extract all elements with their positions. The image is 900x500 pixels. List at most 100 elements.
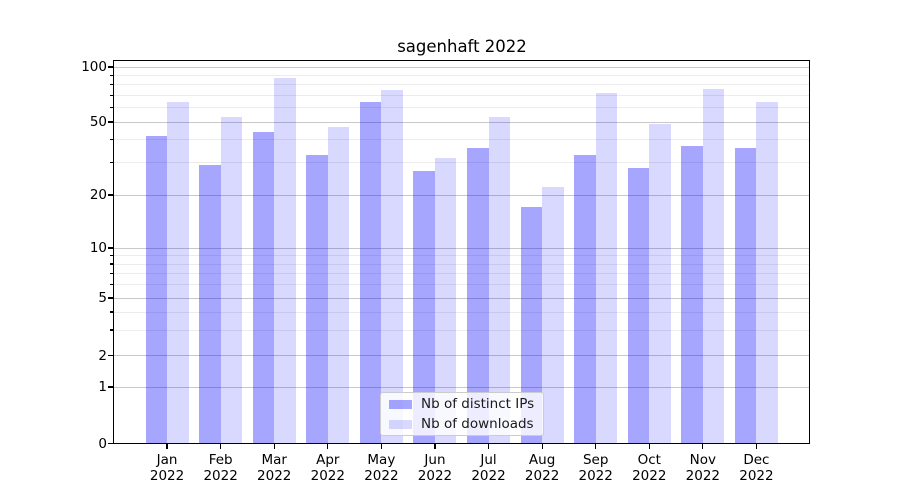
y-tick-mark: [108, 194, 113, 196]
bar-nb-of-downloads: [167, 102, 189, 444]
grid-minor-line: [114, 311, 810, 313]
bar-nb-of-downloads: [488, 117, 511, 444]
bar-nb-of-distinct-ips: [574, 155, 596, 444]
x-tick-label: Jan 2022: [149, 452, 185, 484]
bar-nb-of-distinct-ips: [252, 132, 275, 444]
grid-major-line: [114, 194, 810, 196]
bar-nb-of-distinct-ips: [627, 168, 650, 444]
grid-minor-line: [114, 139, 810, 141]
y-minor-tick-mark: [110, 255, 113, 257]
y-minor-tick-mark: [110, 162, 113, 164]
bar-nb-of-distinct-ips: [734, 148, 757, 444]
bar-nb-of-distinct-ips: [681, 145, 703, 444]
bar-nb-of-downloads: [756, 102, 778, 444]
x-tick-mark: [487, 444, 490, 449]
legend-item-distinct-ips: Nb of distinct IPs: [389, 396, 535, 412]
y-minor-tick-mark: [110, 311, 113, 313]
chart-title: sagenhaft 2022: [397, 37, 527, 56]
x-tick-mark: [327, 444, 329, 449]
legend-swatch-distinct-ips: [389, 399, 412, 409]
bar-nb-of-downloads: [434, 157, 457, 444]
y-minor-tick-mark: [110, 273, 113, 275]
bar-nb-of-distinct-ips: [306, 155, 328, 444]
x-tick-mark: [755, 444, 757, 449]
grid-major-line: [114, 247, 810, 249]
grid-minor-line: [114, 107, 810, 109]
x-tick-mark: [166, 444, 168, 449]
x-tick-label: Jun 2022: [417, 452, 453, 484]
grid-minor-line: [114, 273, 810, 275]
y-tick-mark: [108, 121, 113, 123]
y-minor-tick-mark: [110, 139, 113, 141]
grid-minor-line: [114, 74, 810, 76]
bar-nb-of-distinct-ips: [145, 135, 168, 444]
grid-minor-line: [114, 255, 810, 257]
x-tick-label: Jul 2022: [471, 452, 506, 484]
grid-major-line: [114, 121, 810, 123]
legend-item-downloads: Nb of downloads: [389, 416, 535, 432]
bar-nb-of-downloads: [595, 93, 618, 444]
bar-nb-of-distinct-ips: [520, 207, 543, 444]
bar-nb-of-downloads: [327, 126, 350, 444]
y-minor-tick-mark: [110, 94, 113, 96]
x-tick-label: Aug 2022: [524, 452, 560, 484]
y-tick-mark: [108, 354, 113, 357]
x-tick-mark: [273, 444, 275, 449]
y-tick-label: 20: [89, 187, 107, 203]
y-minor-tick-mark: [110, 284, 113, 286]
grid-major-line: [114, 297, 810, 299]
x-tick-mark: [220, 444, 222, 449]
y-minor-tick-mark: [110, 74, 113, 76]
legend-swatch-downloads: [389, 419, 412, 429]
x-tick-mark: [702, 444, 704, 449]
x-tick-label: May 2022: [364, 452, 399, 484]
legend-label-downloads: Nb of downloads: [421, 416, 534, 432]
legend: Nb of distinct IPs Nb of downloads: [380, 392, 544, 436]
x-tick-label: Feb 2022: [203, 452, 238, 484]
x-tick-mark: [541, 444, 543, 449]
bar-nb-of-distinct-ips: [467, 148, 489, 444]
bar-nb-of-downloads: [381, 89, 403, 444]
x-tick-mark: [434, 444, 436, 449]
x-tick-label: Sep 2022: [578, 452, 613, 484]
y-tick-label: 2: [98, 347, 107, 364]
grid-major-line: [114, 355, 810, 356]
y-tick-label: 100: [81, 59, 107, 75]
bar-nb-of-downloads: [649, 123, 671, 444]
y-tick-label: 0: [98, 435, 107, 452]
grid-major-line: [114, 66, 810, 68]
y-minor-tick-mark: [110, 84, 113, 86]
grid-major-line: [114, 386, 810, 388]
grid-minor-line: [114, 94, 810, 96]
y-tick-label: 10: [89, 240, 107, 256]
grid-minor-line: [114, 162, 810, 164]
y-tick-mark: [108, 297, 113, 299]
grid-minor-line: [114, 284, 810, 286]
y-minor-tick-mark: [110, 329, 113, 331]
x-tick-mark: [380, 444, 382, 449]
grid-minor-line: [114, 329, 810, 331]
bar-nb-of-distinct-ips: [199, 165, 221, 444]
y-tick-mark: [108, 386, 113, 388]
x-tick-label: Nov 2022: [685, 452, 721, 484]
y-tick-mark: [108, 66, 113, 68]
grid-minor-line: [114, 84, 810, 86]
bar-nb-of-downloads: [274, 78, 296, 444]
y-tick-mark: [108, 247, 113, 249]
bar-nb-of-distinct-ips: [359, 102, 382, 444]
x-tick-label: Oct 2022: [632, 452, 667, 484]
y-tick-label: 1: [98, 379, 107, 395]
legend-label-distinct-ips: Nb of distinct IPs: [421, 396, 535, 412]
bar-nb-of-downloads: [702, 88, 725, 444]
grid-minor-line: [114, 263, 810, 265]
y-minor-tick-mark: [110, 106, 113, 109]
x-tick-label: Mar 2022: [257, 452, 292, 484]
y-tick-mark: [108, 442, 113, 445]
x-tick-mark: [595, 444, 597, 449]
y-tick-label: 50: [89, 114, 107, 130]
x-tick-mark: [648, 444, 650, 449]
bar-nb-of-downloads: [542, 187, 564, 444]
bar-nb-of-distinct-ips: [413, 171, 435, 444]
x-tick-label: Dec 2022: [739, 452, 774, 484]
